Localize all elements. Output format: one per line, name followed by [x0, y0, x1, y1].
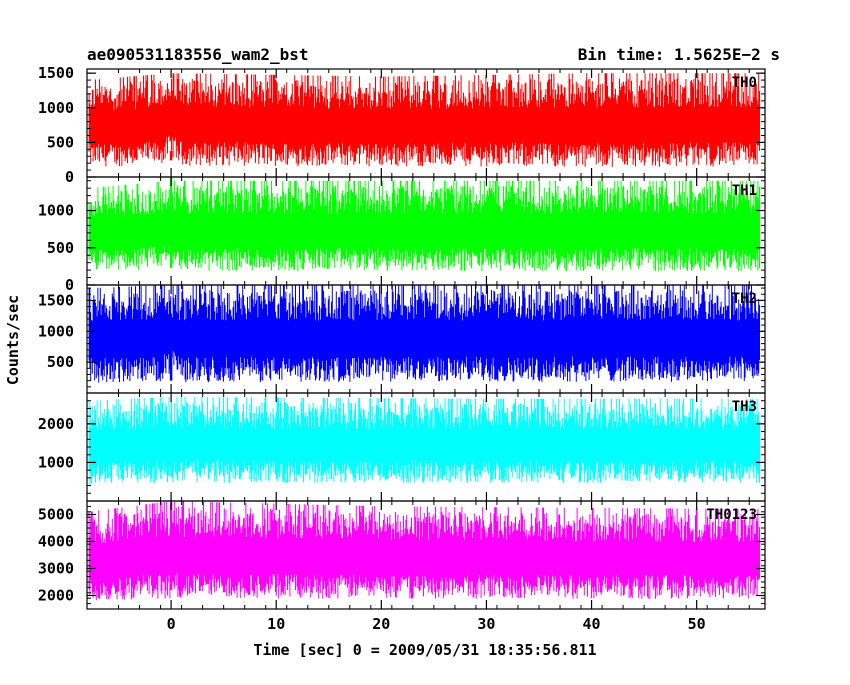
x-tick-label: 30	[477, 615, 495, 633]
x-axis-title: Time [sec] 0 = 2009/05/31 18:35:56.811	[253, 641, 596, 659]
y-tick-label-th0123: 4000	[38, 533, 74, 551]
panel-name-label: TH0	[732, 75, 757, 91]
y-tick-label-th2: 500	[47, 353, 74, 371]
y-tick-label-th0: 1500	[38, 64, 74, 82]
x-tick-label: 10	[267, 615, 285, 633]
y-tick-label-th0123: 3000	[38, 560, 74, 578]
x-tick-label: 40	[583, 615, 601, 633]
y-tick-label-th2: 1500	[38, 291, 74, 309]
y-tick-label-th1: 1000	[38, 202, 74, 220]
y-axis-title: Counts/sec	[4, 295, 22, 385]
panel-th0123: 2000 3000 4000 5000 TH0123	[38, 500, 766, 610]
y-tick-label-th0123: 2000	[38, 587, 74, 605]
series-th1-trace	[88, 180, 760, 272]
panel-th3: 1000 2000 TH3	[38, 392, 766, 502]
y-tick-label-th1: 0	[65, 276, 74, 294]
y-tick-label-th3: 2000	[38, 415, 74, 433]
x-tick-label: 0	[167, 615, 176, 633]
y-tick-label-th3: 1000	[38, 453, 74, 471]
y-tick-label-th1: 500	[47, 239, 74, 257]
series-th2-trace	[88, 285, 760, 383]
series-th0123-trace	[88, 501, 760, 601]
y-tick-label-th0: 500	[47, 133, 74, 151]
y-tick-label-th0: 0	[65, 168, 74, 186]
series-th3-trace	[88, 396, 760, 485]
panel-th2: 500 1000 1500 TH2	[38, 284, 766, 394]
chart-title-left: ae090531183556_wam2_bst	[87, 45, 309, 64]
series-th0-trace	[88, 73, 760, 168]
chart-title-right: Bin time: 1.5625E−2 s	[578, 45, 780, 64]
panel-name-label: TH3	[732, 399, 757, 415]
y-tick-label-th2: 1000	[38, 322, 74, 340]
y-tick-label-th0123: 5000	[38, 506, 74, 524]
panel-th1: 0 500 1000 TH1	[38, 176, 766, 294]
panel-th0: 0 500 1000 1500 TH0	[38, 64, 766, 186]
y-tick-label-th0: 1000	[38, 99, 74, 117]
panel-name-label: TH2	[732, 291, 757, 307]
x-tick-label: 20	[372, 615, 390, 633]
panel-name-label: TH1	[732, 183, 757, 199]
panel-name-label: TH0123	[706, 507, 757, 523]
x-tick-label: 50	[688, 615, 706, 633]
